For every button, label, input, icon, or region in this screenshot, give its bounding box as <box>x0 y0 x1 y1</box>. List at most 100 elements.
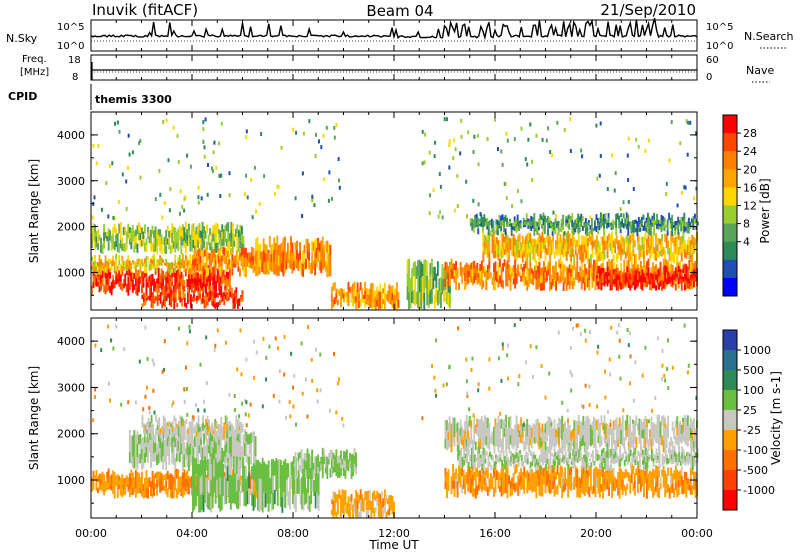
heatmap-cell <box>505 427 507 440</box>
heatmap-cell <box>119 489 122 496</box>
heatmap-cell <box>597 240 600 248</box>
heatmap-cell <box>138 258 140 262</box>
heatmap-cell <box>238 422 241 427</box>
heatmap-cell <box>553 486 556 497</box>
heatmap-cell <box>393 300 395 306</box>
heatmap-cell <box>292 489 294 505</box>
heatmap-cell <box>612 279 615 285</box>
heatmap-cell <box>588 279 591 291</box>
heatmap-cell <box>659 437 662 446</box>
heatmap-cell <box>181 274 184 280</box>
heatmap-cell <box>248 262 250 268</box>
heatmap-cell <box>686 152 689 157</box>
heatmap-cell <box>388 501 391 509</box>
heatmap-cell <box>529 242 532 253</box>
heatmap-cell <box>183 427 186 434</box>
heatmap-cell <box>516 220 519 226</box>
heatmap-cell <box>153 482 155 489</box>
heatmap-cell <box>538 252 541 262</box>
heatmap-cell <box>531 224 534 229</box>
heatmap-cell <box>676 435 679 446</box>
heatmap-cell <box>257 476 259 494</box>
heatmap-cell <box>148 482 151 487</box>
heatmap-cell <box>517 235 520 243</box>
heatmap-cell <box>574 420 577 431</box>
heatmap-cell <box>147 424 150 432</box>
heatmap-cell <box>633 428 636 437</box>
heatmap-cell <box>107 228 110 236</box>
heatmap-cell <box>627 214 630 222</box>
heatmap-cell <box>199 293 201 299</box>
heatmap-cell <box>462 439 465 450</box>
heatmap-cell <box>106 483 109 490</box>
colorbar-swatch <box>723 205 737 225</box>
heatmap-cell <box>350 462 353 471</box>
heatmap-cell <box>228 254 231 260</box>
heatmap-cell <box>536 478 539 487</box>
heatmap-cell <box>618 221 621 229</box>
heatmap-cell <box>299 260 301 270</box>
heatmap-cell <box>172 477 175 485</box>
heatmap-cell <box>336 507 339 515</box>
heatmap-cell <box>620 263 623 270</box>
noise-top-tick-left: 10^5 <box>57 22 84 33</box>
heatmap-cell <box>462 429 465 440</box>
heatmap-cell <box>561 487 564 498</box>
heatmap-cell <box>394 287 397 296</box>
heatmap-cell <box>593 427 595 438</box>
heatmap-cell <box>195 258 197 266</box>
heatmap-cell <box>652 269 654 276</box>
heatmap-cell <box>206 192 209 197</box>
heatmap-cell <box>246 491 249 505</box>
heatmap-cell <box>370 283 373 292</box>
heatmap-cell <box>591 272 594 281</box>
heatmap-cell <box>653 228 655 236</box>
heatmap-cell <box>343 459 345 468</box>
heatmap-cell <box>228 267 231 277</box>
heatmap-cell <box>477 477 480 484</box>
freq-label-line1: Freq. <box>22 54 47 65</box>
heatmap-cell <box>151 488 154 498</box>
heatmap-cell <box>486 265 489 273</box>
heatmap-cell <box>94 241 96 250</box>
heatmap-cell <box>181 459 184 471</box>
heatmap-cell <box>294 242 297 251</box>
heatmap-cell <box>218 239 221 245</box>
heatmap-cell <box>581 216 584 221</box>
heatmap-cell <box>652 430 654 439</box>
heatmap-cell <box>541 224 543 229</box>
heatmap-cell <box>630 233 633 243</box>
heatmap-cell <box>154 268 157 273</box>
heatmap-cell <box>494 463 497 474</box>
heatmap-cell <box>141 479 143 489</box>
heatmap-cell <box>270 244 273 254</box>
heatmap-cell <box>544 432 547 442</box>
y-tick-label: 2000 <box>57 221 85 234</box>
heatmap-cell <box>210 252 213 260</box>
heatmap-cell <box>576 431 579 442</box>
heatmap-cell <box>368 489 371 500</box>
heatmap-cell <box>396 282 398 292</box>
heatmap-cell <box>531 177 534 182</box>
heatmap-cell <box>671 421 674 432</box>
heatmap-cell <box>443 267 445 279</box>
heatmap-cell <box>340 288 342 295</box>
heatmap-cell <box>567 238 570 247</box>
heatmap-cell <box>207 281 210 290</box>
heatmap-cell <box>668 280 671 284</box>
heatmap-cell <box>621 435 624 447</box>
heatmap-cell <box>175 453 178 462</box>
heatmap-cell <box>558 427 560 437</box>
heatmap-cell <box>213 249 216 258</box>
heatmap-cell <box>509 265 512 275</box>
heatmap-cell <box>202 477 205 495</box>
heatmap-cell <box>201 492 203 511</box>
heatmap-cell <box>444 475 447 483</box>
heatmap-cell <box>639 219 642 224</box>
heatmap-cell <box>174 260 177 267</box>
heatmap-cell <box>586 470 589 479</box>
heatmap-cell <box>580 465 583 475</box>
heatmap-cell <box>208 298 211 302</box>
heatmap-cell <box>485 270 488 281</box>
heatmap-cell <box>201 274 204 283</box>
